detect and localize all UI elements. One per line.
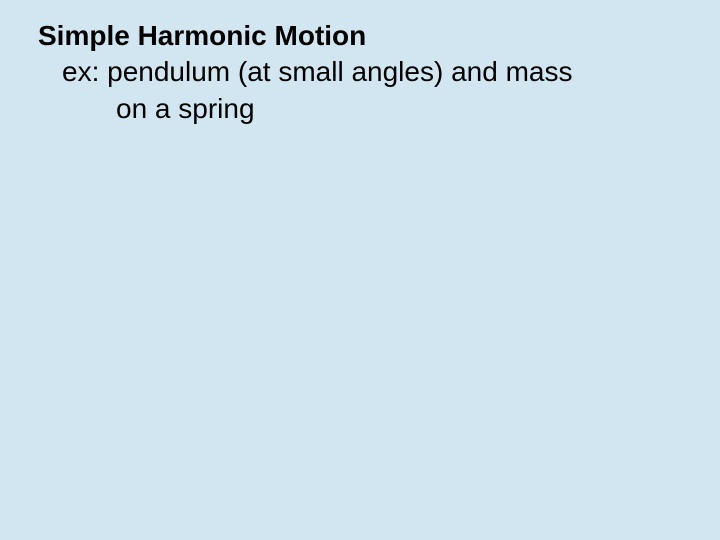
slide-title: Simple Harmonic Motion bbox=[38, 18, 680, 54]
example-text-line1: ex: pendulum (at small angles) and mass bbox=[38, 54, 680, 90]
slide-content: Simple Harmonic Motion ex: pendulum (at … bbox=[0, 0, 720, 127]
example-text-line2: on a spring bbox=[38, 91, 680, 127]
